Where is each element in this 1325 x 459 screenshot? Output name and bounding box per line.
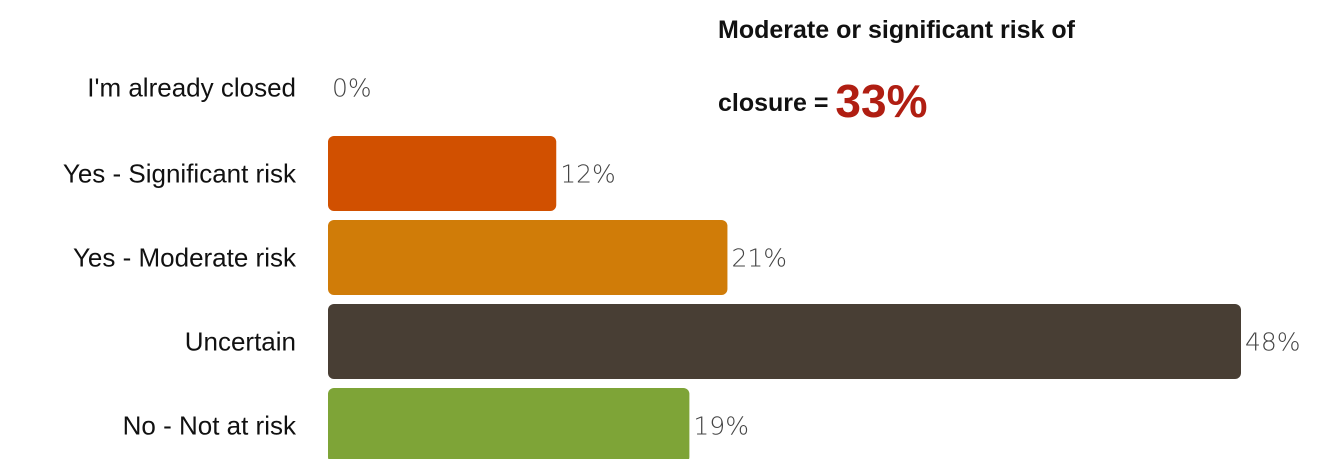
- value-label: 48%: [1245, 328, 1301, 357]
- value-label: 21%: [731, 244, 787, 273]
- bar: [328, 136, 557, 211]
- bar: [328, 220, 728, 295]
- category-label: Yes - Significant risk: [63, 159, 297, 189]
- callout-line2: closure = 33%: [718, 72, 928, 124]
- value-label: 12%: [560, 160, 616, 189]
- callout-highlight: 33%: [835, 75, 928, 127]
- bar: [328, 388, 690, 459]
- category-label: No - Not at risk: [123, 411, 297, 441]
- value-label: 19%: [693, 412, 749, 441]
- callout-line1: Moderate or significant risk of: [718, 16, 1076, 44]
- bar: [328, 304, 1241, 379]
- value-label: 0%: [332, 74, 372, 103]
- callout-prefix: closure =: [718, 89, 836, 117]
- category-label: Uncertain: [185, 327, 296, 357]
- category-label: Yes - Moderate risk: [73, 243, 297, 273]
- category-label: I'm already closed: [87, 73, 296, 103]
